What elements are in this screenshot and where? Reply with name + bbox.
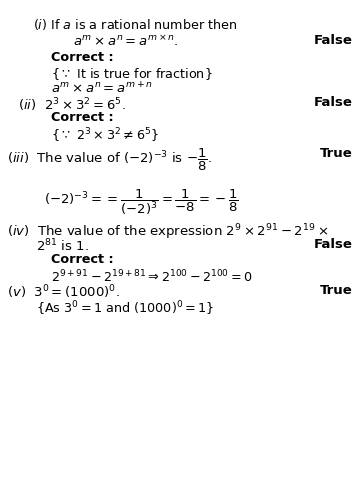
- Text: $2^{81}$ is 1.: $2^{81}$ is 1.: [36, 238, 89, 254]
- Text: True: True: [320, 284, 353, 297]
- Text: False: False: [314, 34, 353, 47]
- Text: $a^m \times a^n = a^{m \times n}.$: $a^m \times a^n = a^{m \times n}.$: [73, 34, 178, 49]
- Text: $(iii)$  The value of $(-2)^{-3}$ is $-\dfrac{1}{8}$.: $(iii)$ The value of $(-2)^{-3}$ is $-\d…: [7, 147, 212, 173]
- Text: $(-2)^{-3} = = \dfrac{1}{(-2)^3} = \dfrac{1}{-8} = -\dfrac{1}{8}$: $(-2)^{-3} = = \dfrac{1}{(-2)^3} = \dfra…: [44, 188, 238, 217]
- Text: Correct :: Correct :: [51, 253, 114, 266]
- Text: {As $3^0 = 1$ and $(1000)^0 = 1$}: {As $3^0 = 1$ and $(1000)^0 = 1$}: [36, 299, 215, 318]
- Text: $(v)$  $3^0 = (1000)^0.$: $(v)$ $3^0 = (1000)^0.$: [7, 284, 120, 301]
- Text: $a^m \times a^n = a^{m+n}$: $a^m \times a^n = a^{m+n}$: [51, 81, 153, 96]
- Text: $(iv)$  The value of the expression $2^9 \times 2^{91} - 2^{19} \times$: $(iv)$ The value of the expression $2^9 …: [7, 222, 329, 242]
- Text: Correct :: Correct :: [51, 111, 114, 124]
- Text: {$\because$ $2^3 \times 3^2 \neq 6^5$}: {$\because$ $2^3 \times 3^2 \neq 6^5$}: [51, 127, 159, 145]
- Text: $2^{9+91} - 2^{19+81} \Rightarrow 2^{100} - 2^{100} = 0$: $2^{9+91} - 2^{19+81} \Rightarrow 2^{100…: [51, 269, 253, 285]
- Text: False: False: [314, 238, 353, 250]
- Text: Correct :: Correct :: [51, 51, 114, 63]
- Text: $(ii)$  $2^3 \times 3^2 = 6^5.$: $(ii)$ $2^3 \times 3^2 = 6^5.$: [18, 96, 126, 114]
- Text: $(i)$ If $a$ is a rational number then: $(i)$ If $a$ is a rational number then: [33, 17, 237, 32]
- Text: {$\because$ It is true for fraction}: {$\because$ It is true for fraction}: [51, 66, 213, 82]
- Text: False: False: [314, 96, 353, 109]
- Text: True: True: [320, 147, 353, 160]
